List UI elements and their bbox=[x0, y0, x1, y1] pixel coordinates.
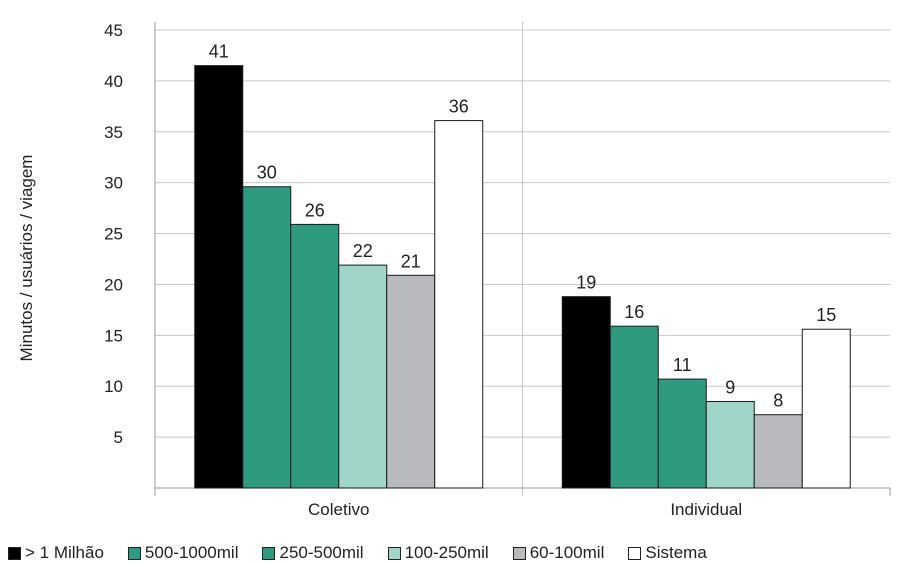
data-label: 21 bbox=[401, 251, 421, 271]
y-axis-label: Minutos / usuários / viagem bbox=[17, 155, 36, 362]
legend-label: 500-1000mil bbox=[144, 543, 239, 562]
bar-individual-5 bbox=[801, 328, 851, 489]
data-label: 22 bbox=[353, 241, 373, 261]
legend-item: 500-1000mil bbox=[127, 543, 239, 563]
data-labels: 41 30 26 22 21 36 19 16 11 9 8 15 bbox=[209, 42, 837, 411]
bar-coletivo-4 bbox=[386, 274, 436, 489]
legend-item: 60-100mil bbox=[512, 543, 605, 563]
legend-swatch bbox=[512, 546, 526, 560]
legend-swatch bbox=[8, 546, 21, 560]
y-tick-label: 25 bbox=[104, 225, 123, 244]
y-tick-label: 30 bbox=[104, 174, 123, 193]
bars bbox=[194, 65, 851, 489]
legend-label: 250-500mil bbox=[279, 543, 364, 562]
data-label: 11 bbox=[673, 355, 692, 375]
legend: > 1 Milhão 500-1000mil 250-500mil 100-250mi… bbox=[8, 541, 898, 565]
y-tick-label: 15 bbox=[104, 326, 123, 345]
bar-coletivo-2 bbox=[290, 223, 340, 489]
legend-label: Sistema bbox=[645, 543, 707, 562]
legend-label: > 1 Milhão bbox=[25, 543, 104, 562]
data-label: 30 bbox=[257, 163, 277, 183]
data-label: 19 bbox=[576, 273, 596, 293]
data-label: 41 bbox=[209, 42, 229, 62]
legend-item: > 1 Milhão bbox=[8, 543, 104, 563]
bar-coletivo-3 bbox=[338, 264, 388, 489]
bar-individual-2 bbox=[657, 378, 707, 489]
data-label: 26 bbox=[305, 200, 325, 220]
legend-item: Sistema bbox=[628, 543, 707, 563]
y-tick-label: 35 bbox=[104, 123, 123, 142]
y-tick-label: 40 bbox=[104, 72, 123, 91]
data-label: 36 bbox=[449, 97, 469, 117]
bar-coletivo-5 bbox=[434, 120, 484, 489]
bar-individual-4 bbox=[753, 414, 803, 489]
bar-individual-1 bbox=[609, 325, 659, 489]
legend-label: 60-100mil bbox=[529, 543, 605, 562]
bar-individual-3 bbox=[705, 400, 755, 489]
legend-swatch bbox=[387, 546, 401, 560]
legend-label: 100-250mil bbox=[404, 543, 489, 562]
y-tick-label: 20 bbox=[104, 275, 123, 294]
legend-swatch bbox=[628, 546, 642, 560]
legend-swatch bbox=[127, 546, 141, 560]
y-tick-label: 5 bbox=[114, 428, 123, 447]
data-label: 9 bbox=[725, 377, 735, 397]
bar-chart: 5 10 15 20 25 30 35 40 45 Coletivo Individual 41 30… bbox=[17, 21, 891, 519]
y-tick-label: 45 bbox=[104, 21, 123, 40]
data-label: 16 bbox=[624, 302, 644, 322]
axes: 5 10 15 20 25 30 35 40 45 Coletivo Individual bbox=[104, 21, 891, 519]
x-category-label: Individual bbox=[670, 500, 742, 519]
data-label: 15 bbox=[816, 305, 836, 325]
data-label: 8 bbox=[773, 391, 783, 411]
legend-item: 100-250mil bbox=[387, 543, 489, 563]
y-tick-label: 10 bbox=[104, 377, 123, 396]
bar-coletivo-0 bbox=[194, 65, 244, 489]
x-category-label: Coletivo bbox=[308, 500, 369, 519]
legend-swatch bbox=[262, 546, 276, 560]
bar-coletivo-1 bbox=[242, 186, 292, 489]
legend-item: 250-500mil bbox=[262, 543, 364, 563]
bar-individual-0 bbox=[561, 296, 611, 489]
